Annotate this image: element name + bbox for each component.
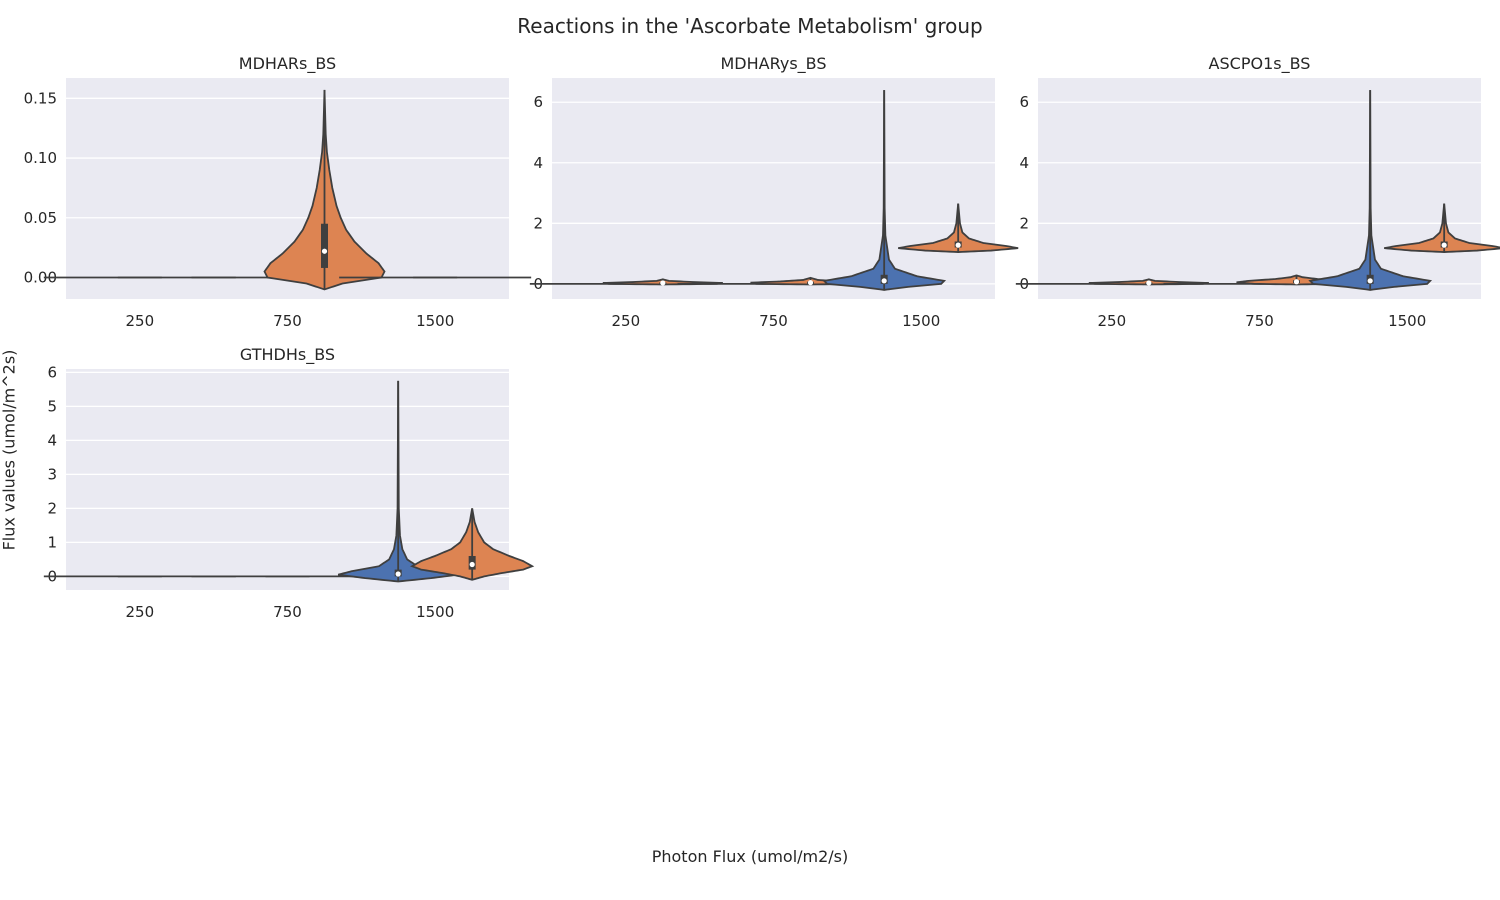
y-tick-label: 6 bbox=[1019, 93, 1029, 111]
y-tick-label: 0.05 bbox=[24, 209, 57, 227]
y-tick-label: 2 bbox=[533, 214, 543, 232]
x-tick-label: 750 bbox=[759, 312, 788, 330]
subplot-title: GTHDHs_BS bbox=[240, 345, 335, 365]
violin-median bbox=[1146, 280, 1152, 286]
violin-median bbox=[955, 242, 961, 248]
x-tick-label: 750 bbox=[1245, 312, 1274, 330]
x-axis-label: Photon Flux (umol/m2/s) bbox=[651, 847, 849, 866]
figure-title: Reactions in the 'Ascorbate Metabolism' … bbox=[517, 14, 983, 38]
violin-median bbox=[807, 280, 814, 286]
y-tick-label: 1 bbox=[47, 533, 57, 551]
x-tick-label: 1500 bbox=[416, 603, 454, 621]
x-tick-label: 250 bbox=[612, 312, 641, 330]
y-tick-label: 2 bbox=[47, 499, 57, 517]
y-tick-label: 3 bbox=[47, 465, 57, 483]
violin-median bbox=[660, 280, 666, 286]
x-tick-label: 750 bbox=[273, 603, 302, 621]
subplot-title: MDHARys_BS bbox=[721, 54, 827, 74]
y-tick-label: 6 bbox=[47, 363, 57, 381]
x-tick-label: 250 bbox=[1098, 312, 1127, 330]
violin-median bbox=[321, 248, 328, 254]
y-tick-label: 0.00 bbox=[24, 268, 57, 286]
violin-median bbox=[469, 561, 475, 568]
subplot-title: MDHARs_BS bbox=[239, 54, 336, 74]
x-tick-label: 1500 bbox=[416, 312, 454, 330]
y-tick-label: 5 bbox=[47, 397, 57, 415]
x-tick-label: 250 bbox=[126, 312, 155, 330]
y-tick-label: 0.10 bbox=[24, 149, 57, 167]
y-axis-label: Flux values (umol/m^2s) bbox=[0, 349, 19, 551]
violin-iqr-box bbox=[321, 223, 328, 268]
violin-median bbox=[1441, 242, 1447, 248]
plot-area bbox=[552, 78, 995, 299]
y-tick-label: 2 bbox=[1019, 214, 1029, 232]
y-tick-label: 4 bbox=[1019, 154, 1029, 172]
y-tick-label: 4 bbox=[47, 431, 57, 449]
y-tick-label: 0.15 bbox=[24, 89, 57, 107]
x-tick-label: 1500 bbox=[1388, 312, 1426, 330]
x-tick-label: 250 bbox=[126, 603, 155, 621]
violin-median bbox=[1367, 278, 1373, 284]
plot-area bbox=[1038, 78, 1481, 299]
subplot-MDHARs_BS: 0.00 0.05 0.10 0.15 250 750 1500 MDHARs_BS bbox=[24, 54, 532, 330]
subplot-title: ASCPO1s_BS bbox=[1209, 54, 1311, 74]
x-tick-label: 750 bbox=[273, 312, 302, 330]
violin-median bbox=[395, 571, 401, 577]
y-tick-label: 6 bbox=[533, 93, 543, 111]
y-tick-label: 4 bbox=[533, 154, 543, 172]
x-tick-label: 1500 bbox=[902, 312, 940, 330]
violin-median bbox=[1293, 279, 1300, 285]
violin-median bbox=[881, 278, 887, 284]
